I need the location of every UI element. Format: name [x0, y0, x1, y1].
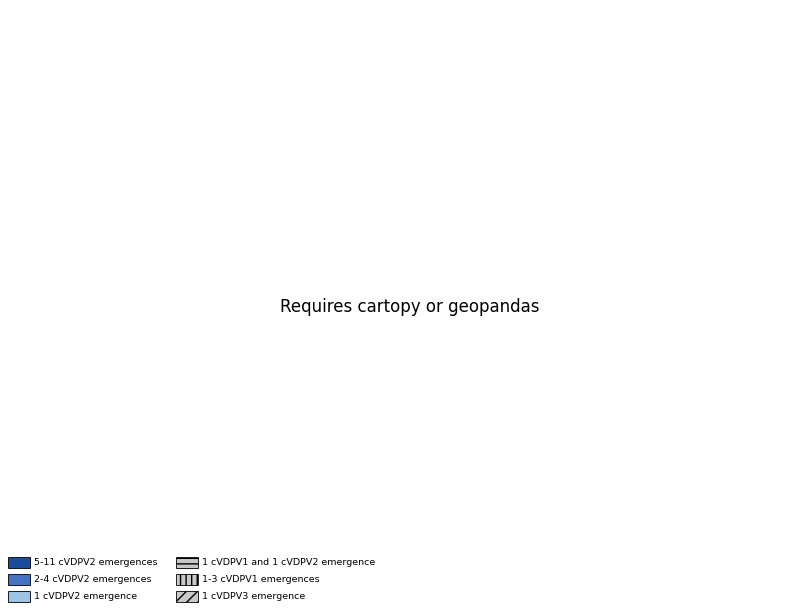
Text: 1 cVDPV1 and 1 cVDPV2 emergence: 1 cVDPV1 and 1 cVDPV2 emergence — [202, 558, 375, 567]
FancyBboxPatch shape — [8, 574, 30, 586]
Text: 2-4 cVDPV2 emergences: 2-4 cVDPV2 emergences — [34, 575, 151, 584]
FancyBboxPatch shape — [176, 574, 198, 586]
FancyBboxPatch shape — [8, 557, 30, 568]
Text: 1 cVDPV3 emergence: 1 cVDPV3 emergence — [202, 592, 306, 601]
FancyBboxPatch shape — [8, 591, 30, 603]
FancyBboxPatch shape — [176, 591, 198, 603]
Text: 5-11 cVDPV2 emergences: 5-11 cVDPV2 emergences — [34, 558, 158, 567]
FancyBboxPatch shape — [176, 557, 198, 568]
Text: 1-3 cVDPV1 emergences: 1-3 cVDPV1 emergences — [202, 575, 320, 584]
Text: Requires cartopy or geopandas: Requires cartopy or geopandas — [280, 298, 540, 316]
Text: 1 cVDPV2 emergence: 1 cVDPV2 emergence — [34, 592, 137, 601]
